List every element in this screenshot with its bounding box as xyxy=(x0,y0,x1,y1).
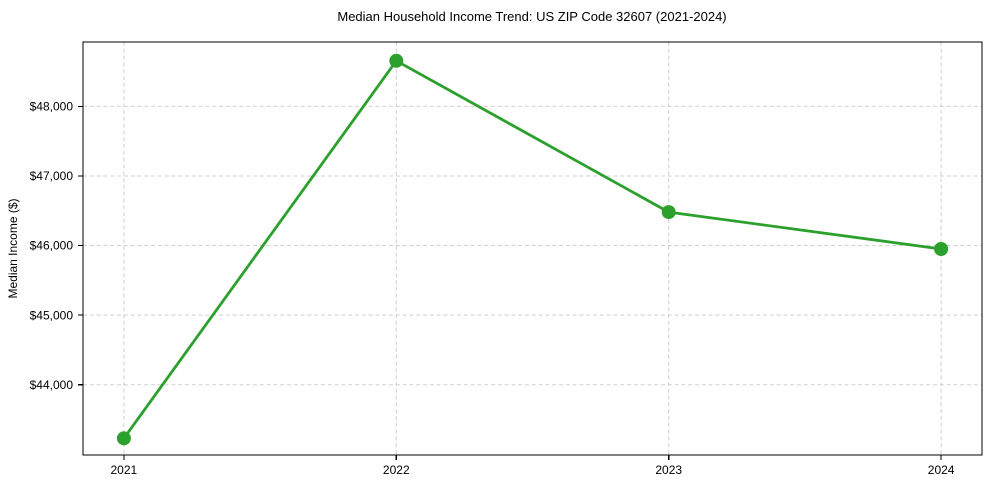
data-point-2024 xyxy=(934,242,949,256)
y-tick-label: $44,000 xyxy=(30,378,74,392)
chart-title: Median Household Income Trend: US ZIP Co… xyxy=(337,9,726,24)
data-points xyxy=(116,53,949,446)
axis-ticks xyxy=(78,105,942,460)
gridlines xyxy=(83,42,982,455)
y-axis-label: Median Income ($) xyxy=(6,198,20,298)
x-tick-label: 2023 xyxy=(655,463,682,477)
y-tick-label: $48,000 xyxy=(30,100,74,114)
plot-border xyxy=(82,41,983,456)
y-tick-label: $47,000 xyxy=(30,169,74,183)
data-point-2023 xyxy=(661,205,676,220)
y-tick-label: $46,000 xyxy=(30,239,74,253)
x-tick-label: 2022 xyxy=(383,463,410,477)
y-tick-labels: $44,000 $45,000 $46,000 $47,000 $48,000 xyxy=(30,100,74,392)
trend-line xyxy=(122,59,943,440)
data-point-2022 xyxy=(389,53,404,68)
data-point-2021 xyxy=(116,431,131,446)
y-tick-label: $45,000 xyxy=(30,308,74,322)
x-tick-label: 2024 xyxy=(928,463,955,477)
x-tick-label: 2021 xyxy=(111,463,138,477)
x-tick-labels: 2021 2022 2023 2024 xyxy=(111,463,955,477)
